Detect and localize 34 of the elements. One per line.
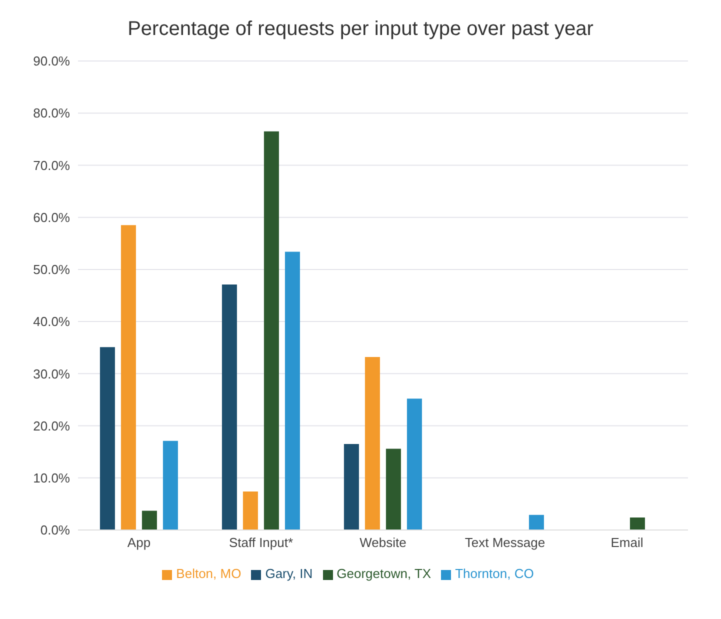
- bar: [142, 510, 157, 530]
- bar: [222, 284, 237, 530]
- legend-label: Belton, MO: [176, 566, 242, 581]
- y-tick-label: 30.0%: [33, 366, 70, 382]
- y-tick-label: 10.0%: [33, 470, 70, 486]
- y-tick-label: 60.0%: [33, 210, 70, 225]
- bar: [120, 225, 136, 530]
- bar: [100, 347, 115, 530]
- bar: [386, 448, 401, 530]
- x-tick-label: Text Message: [464, 535, 546, 550]
- x-tick-label: App: [127, 535, 151, 550]
- y-tick-label: 70.0%: [33, 158, 70, 173]
- legend-label: Thornton, CO: [455, 566, 534, 581]
- y-tick-label: 40.0%: [33, 314, 70, 330]
- bar: [528, 514, 544, 530]
- bar: [344, 444, 359, 530]
- x-tick-label: Staff Input*: [228, 535, 294, 550]
- bar: [242, 491, 258, 530]
- bar: [162, 440, 178, 530]
- legend-label: Georgetown, TX: [336, 566, 432, 581]
- y-tick-label: 50.0%: [33, 262, 70, 278]
- y-tick-label: 0.0%: [40, 522, 70, 538]
- bar: [364, 356, 380, 530]
- y-tick-label: 80.0%: [33, 106, 70, 121]
- bar: [264, 131, 279, 530]
- y-tick-label: 90.0%: [33, 54, 70, 69]
- x-tick-label: Website: [360, 535, 406, 550]
- legend-label: Gary, IN: [265, 566, 313, 581]
- x-tick-label: Email: [610, 535, 644, 550]
- bar: [406, 398, 422, 530]
- y-tick-label: 20.0%: [33, 418, 70, 434]
- chart-title: Percentage of requests per input type over past year: [126, 18, 594, 41]
- bar: [630, 517, 645, 530]
- bar: [284, 252, 300, 530]
